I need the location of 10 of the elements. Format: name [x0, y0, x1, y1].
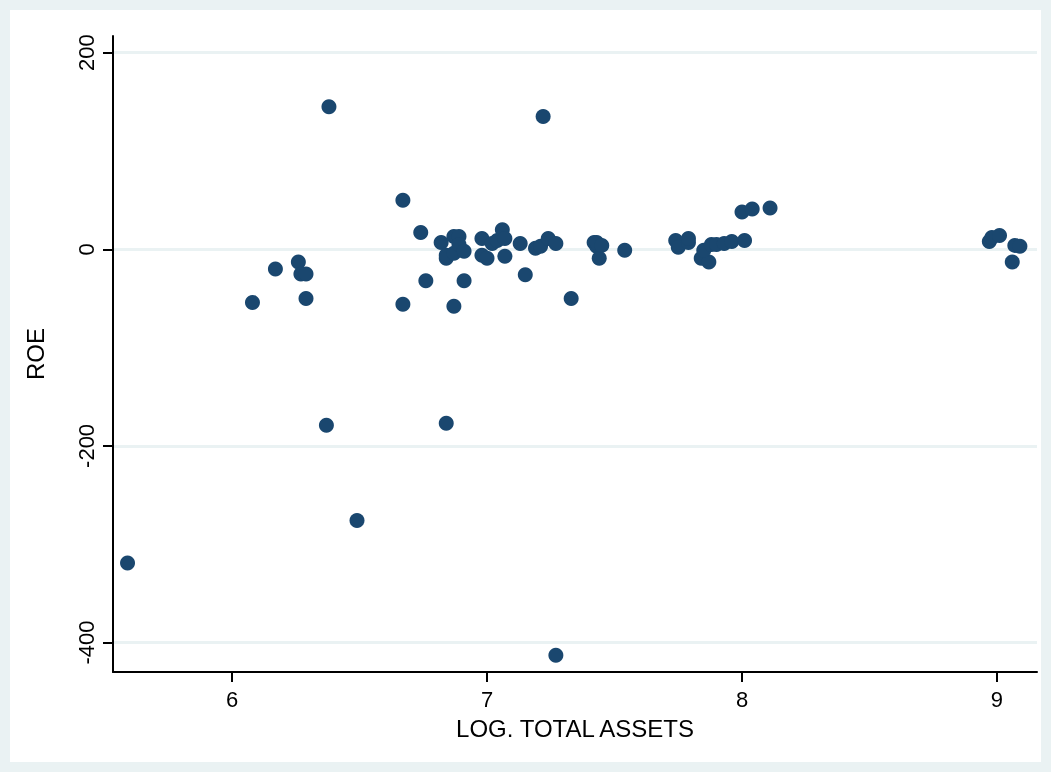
- x-tick-label: 8: [735, 686, 749, 712]
- y-axis-title: ROE: [21, 327, 49, 381]
- y-tick-label: -200: [73, 423, 99, 468]
- y-tick-label: 200: [73, 34, 99, 72]
- x-tick-label: 7: [480, 686, 494, 712]
- x-tick-label: 9: [990, 686, 1004, 712]
- y-tick-label: 0: [73, 243, 99, 256]
- x-axis-title: LOG. TOTAL ASSETS: [456, 714, 694, 742]
- x-tick-label: 6: [225, 686, 239, 712]
- y-tick-label: -400: [73, 620, 99, 665]
